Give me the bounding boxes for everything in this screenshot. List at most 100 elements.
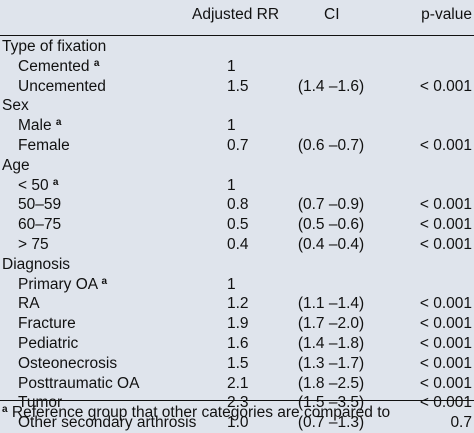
row-label-text: Osteonecrosis — [18, 354, 118, 372]
p-value-cell: < 0.001 — [419, 354, 472, 372]
reference-mark: a — [52, 176, 59, 188]
bottom-rule — [0, 400, 474, 401]
ci-cell: (1.4 –1.6) — [297, 77, 365, 95]
table-row: Tumor 2.3 (1.5 –3.5) < 0.001 — [0, 393, 474, 413]
row-label: RA — [18, 294, 40, 314]
ci-cell: (1.8 –2.5) — [297, 374, 365, 392]
group-label: Diagnosis — [2, 255, 70, 275]
p-value-cell: < 0.001 — [419, 136, 472, 154]
adjusted-rr-cell: 2.1 — [227, 374, 249, 392]
ci-cell: (0.7 –0.9) — [297, 196, 365, 214]
row-label: Uncemented — [18, 77, 106, 97]
adjusted-rr-cell: 1.5 — [227, 354, 249, 372]
row-label-text: Age — [2, 156, 30, 174]
group-header-row: Type of fixation — [0, 37, 474, 57]
row-label-text: > 75 — [18, 235, 49, 253]
row-label-text: 60–75 — [18, 216, 62, 234]
group-label: Age — [2, 156, 30, 176]
p-value-cell: < 0.001 — [419, 235, 472, 253]
adjusted-rr-cell: 1.9 — [227, 315, 249, 333]
table-row: Fracture 1.9 (1.7 –2.0) < 0.001 — [0, 314, 474, 334]
table-row: Posttraumatic OA 2.1 (1.8 –2.5) < 0.001 — [0, 374, 474, 394]
row-label: Male a — [18, 116, 61, 136]
row-label: Primary OA a — [18, 275, 107, 295]
row-label: Posttraumatic OA — [18, 374, 139, 394]
adjusted-rr-cell: 1 — [227, 176, 236, 194]
row-label-text: Uncemented — [18, 77, 106, 95]
ci-cell: (0.6 –0.7) — [297, 136, 365, 154]
p-value-cell: < 0.001 — [419, 394, 472, 412]
table-row: 50–59 0.8 (0.7 –0.9) < 0.001 — [0, 195, 474, 215]
p-value-cell: < 0.001 — [419, 77, 472, 95]
reference-mark: a — [93, 57, 100, 69]
ci-cell: (1.3 –1.7) — [297, 354, 365, 372]
table-row: RA 1.2 (1.1 –1.4) < 0.001 — [0, 294, 474, 314]
row-label: < 50 a — [18, 176, 58, 196]
group-label: Type of fixation — [2, 37, 106, 57]
table-row: Uncemented 1.5 (1.4 –1.6) < 0.001 — [0, 77, 474, 97]
group-header-row: Age — [0, 156, 474, 176]
row-label: > 75 — [18, 235, 49, 255]
row-label-text: Pediatric — [18, 334, 79, 352]
row-label-text: Male — [18, 117, 52, 135]
group-header-row: Diagnosis — [0, 255, 474, 275]
table-header: Adjusted RR CI p-value — [0, 0, 474, 36]
group-header-row: Sex — [0, 96, 474, 116]
p-value-cell: < 0.001 — [419, 334, 472, 352]
row-label: Fracture — [18, 314, 76, 334]
adjusted-rr-cell: 1.5 — [227, 77, 249, 95]
p-value-cell: < 0.001 — [419, 374, 472, 392]
adjusted-rr-cell: 0.5 — [227, 216, 249, 234]
row-label-text: Type of fixation — [2, 38, 107, 55]
footnote: a Reference group that other categories … — [2, 404, 390, 422]
table-row: > 75 0.4 (0.4 –0.4) < 0.001 — [0, 235, 474, 255]
column-header-p-value: p-value — [421, 6, 472, 23]
column-header-ci: CI — [324, 6, 340, 23]
row-label-text: Cemented — [18, 57, 90, 75]
table-row: < 50 a 1 — [0, 176, 474, 196]
p-value-cell: < 0.001 — [419, 315, 472, 333]
adjusted-rr-cell: 1.2 — [227, 295, 249, 313]
adjusted-rr-cell: 1.6 — [227, 334, 249, 352]
row-label-text: Sex — [2, 97, 29, 115]
ci-cell: (1.1 –1.4) — [297, 295, 365, 313]
row-label: 60–75 — [18, 215, 61, 235]
table-row: Pediatric 1.6 (1.4 –1.8) < 0.001 — [0, 334, 474, 354]
row-label: Female — [18, 136, 70, 156]
p-value-cell: < 0.001 — [419, 295, 472, 313]
row-label-text: Posttraumatic OA — [18, 374, 140, 392]
group-label: Sex — [2, 96, 29, 116]
row-label-text: Fracture — [18, 315, 76, 333]
header-rule — [0, 35, 474, 36]
row-label-text: RA — [18, 295, 40, 313]
adjusted-rr-cell: 1 — [227, 117, 236, 135]
ci-cell: (1.7 –2.0) — [297, 315, 365, 333]
ci-cell: (1.5 –3.5) — [297, 394, 365, 412]
adjusted-rr-cell: 0.7 — [227, 136, 249, 154]
adjusted-rr-cell: 1 — [227, 57, 236, 75]
row-label-text: Diagnosis — [2, 255, 71, 273]
footnote-mark: a — [2, 404, 8, 415]
adjusted-rr-cell: 1 — [227, 275, 236, 293]
reference-mark: a — [55, 117, 62, 129]
adjusted-rr-cell: 0.4 — [227, 235, 249, 253]
column-header-adjusted-rr: Adjusted RR — [192, 6, 280, 23]
table-row: 60–75 0.5 (0.5 –0.6) < 0.001 — [0, 215, 474, 235]
table-row: Female 0.7 (0.6 –0.7) < 0.001 — [0, 136, 474, 156]
row-label: Osteonecrosis — [18, 354, 117, 374]
row-label: Tumor — [18, 393, 62, 413]
row-label-text: Primary OA — [18, 275, 98, 293]
row-label: 50–59 — [18, 195, 61, 215]
row-label-text: Tumor — [18, 394, 63, 412]
adjusted-rr-cell: 0.8 — [227, 196, 249, 214]
p-value-cell: < 0.001 — [419, 196, 472, 214]
row-label-text: 50–59 — [18, 196, 62, 214]
table-row: Osteonecrosis 1.5 (1.3 –1.7) < 0.001 — [0, 354, 474, 374]
p-value-cell: < 0.001 — [419, 216, 472, 234]
table-row: Cemented a 1 — [0, 57, 474, 77]
ci-cell: (0.5 –0.6) — [297, 216, 365, 234]
p-value-cell: 0.7 — [450, 414, 472, 432]
reference-mark: a — [101, 275, 108, 287]
row-label-text: Female — [18, 136, 70, 154]
table-row: Primary OA a 1 — [0, 275, 474, 295]
